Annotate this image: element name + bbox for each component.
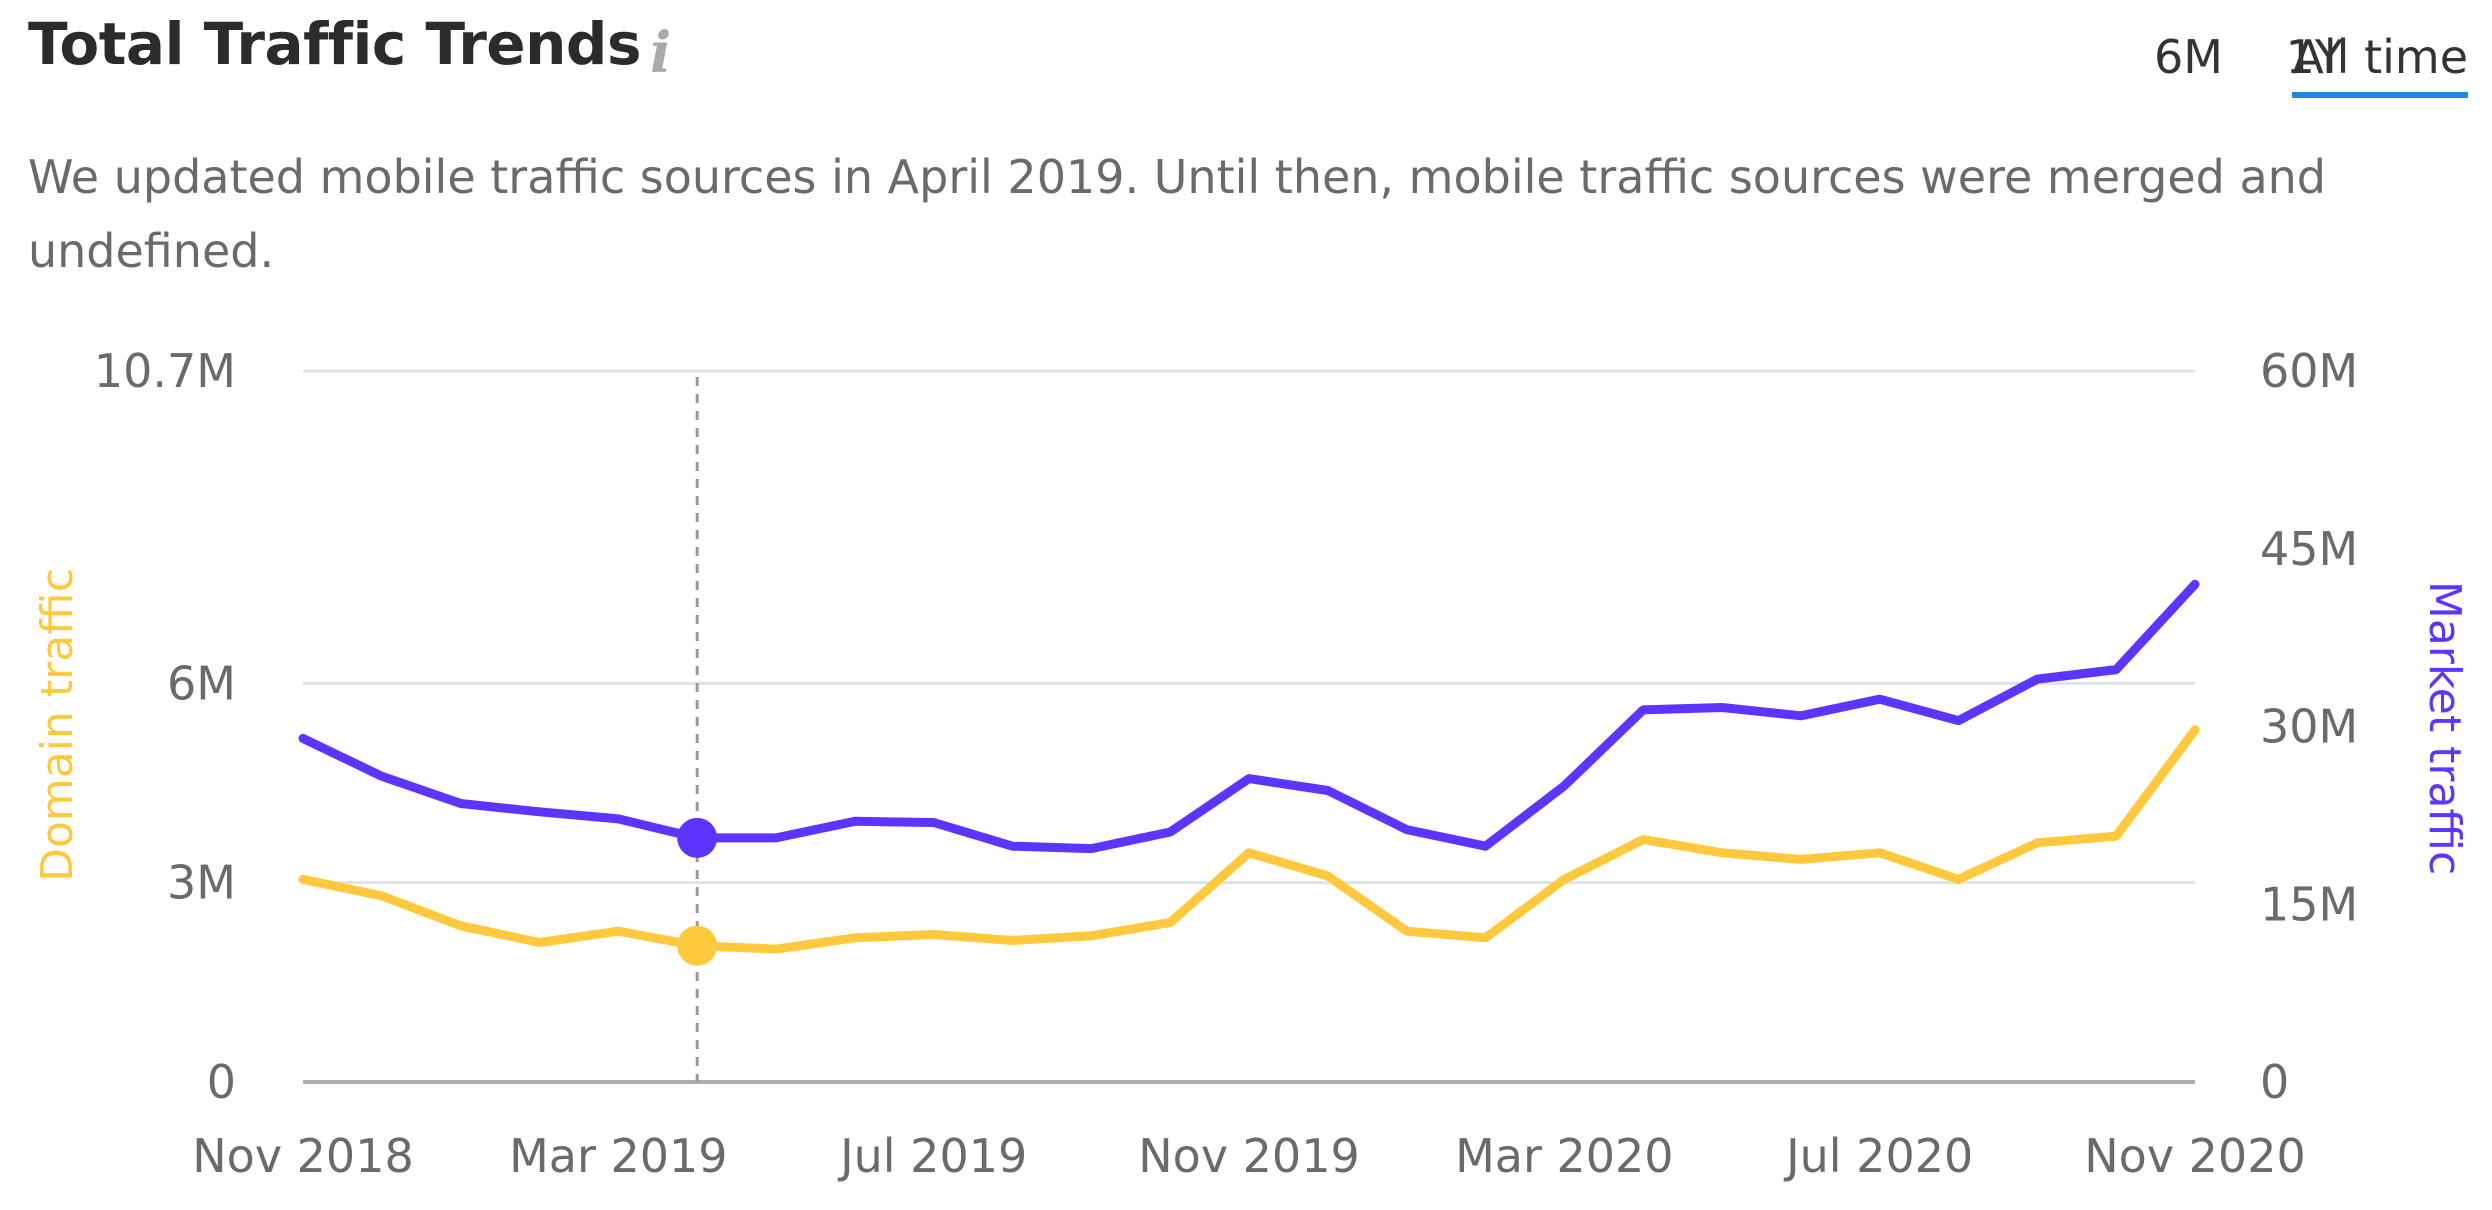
left-axis-tick-label: 10.7M — [94, 344, 236, 398]
right-axis-tick-label: 15M — [2260, 877, 2358, 931]
chart-header: Total Traffic Trends i 6M 1Y All time — [28, 10, 2468, 100]
right-axis-tick-label: 30M — [2260, 700, 2358, 754]
left-axis-tick-label: 0 — [207, 1055, 236, 1109]
x-axis-tick-label: Mar 2020 — [1455, 1129, 1673, 1183]
mobile-update-note: We updated mobile traffic sources in Apr… — [28, 150, 2327, 278]
x-axis-tick-label: Mar 2019 — [509, 1129, 727, 1183]
right-axis-tick-label: 60M — [2260, 344, 2358, 398]
market-traffic-line — [298, 579, 2200, 854]
x-axis-tick-label: Nov 2019 — [1138, 1129, 1359, 1183]
x-axis-tick-label: Nov 2020 — [2084, 1129, 2305, 1183]
right-axis-title: Market traffic — [2419, 581, 2470, 875]
left-axis-tick-label: 3M — [167, 856, 236, 910]
x-axis-tick-label: Jul 2019 — [837, 1129, 1027, 1183]
right-axis-tick-label: 45M — [2260, 522, 2358, 576]
tab-6m[interactable]: 6M — [2154, 30, 2223, 84]
x-axis-tick-label: Jul 2020 — [1783, 1129, 1973, 1183]
x-axis-tick-label: Nov 2018 — [192, 1129, 413, 1183]
domain-traffic-line — [298, 725, 2200, 954]
left-axis-tick-label: 6M — [167, 656, 236, 710]
right-axis-tick-label: 0 — [2260, 1055, 2289, 1109]
tab-1y[interactable]: 1Y — [2285, 30, 2343, 84]
info-icon[interactable]: i — [650, 20, 672, 86]
left-axis-title: Domain traffic — [32, 568, 83, 882]
market-traffic-point[interactable] — [677, 817, 718, 858]
domain-traffic-point[interactable] — [677, 925, 718, 966]
chart-title: Total Traffic Trends — [28, 10, 641, 78]
tab-all-time[interactable]: All time — [2292, 30, 2468, 98]
